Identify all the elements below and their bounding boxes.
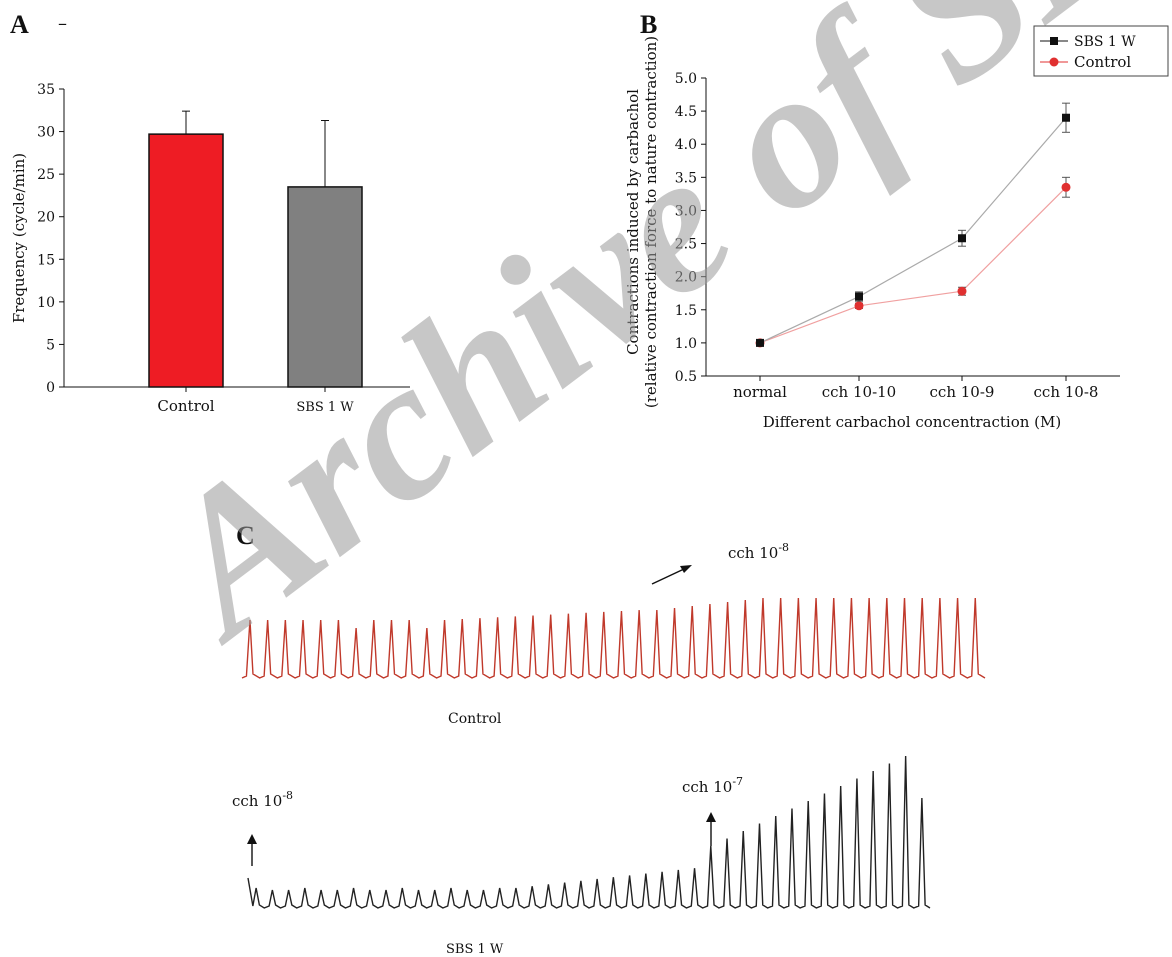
panel-a-dash: – — [58, 13, 67, 34]
data-point — [854, 301, 864, 311]
control-trace-label: Control — [448, 711, 502, 727]
series-line — [759, 117, 1067, 344]
y-tick-label: 30 — [37, 125, 55, 141]
x-tick-label: Control — [157, 397, 214, 415]
sbs-cch1-exponent: -8 — [282, 789, 293, 802]
bar — [287, 186, 363, 388]
y-tick-label: 1.5 — [675, 303, 697, 319]
panel-a-letter: A — [10, 10, 29, 39]
x-tick-label: cch 10-9 — [930, 383, 995, 401]
x-tick-label: cch 10-10 — [822, 383, 896, 401]
panel-b-x-axis-title: Different carbachol concentraction (M) — [763, 413, 1062, 431]
sbs-cch-annotation-2: cch 10-7 — [682, 775, 743, 796]
y-tick-label: 20 — [37, 210, 55, 226]
data-point — [1062, 113, 1070, 122]
control-contraction-trace — [241, 597, 986, 679]
sbs-cch-annotation-1: cch 10-8 — [232, 789, 293, 810]
panel-b-letter: B — [640, 10, 657, 39]
y-tick-label: 4.5 — [675, 104, 697, 120]
bar-chart-plot: 0 5 10 15 20 25 30 35 Control SBS 1 W — [37, 82, 410, 415]
x-tick-label: normal — [733, 383, 787, 401]
legend-label-sbs: SBS 1 W — [1074, 34, 1136, 50]
bar — [148, 133, 224, 388]
line-chart-plot: 0.5 1.0 1.5 2.0 2.5 3.0 3.5 4.0 4.5 5.0 normal cch … — [675, 71, 1120, 401]
control-cch-annotation: cch 10-8 — [728, 541, 789, 562]
sbs-cch2-exponent: -7 — [732, 775, 743, 788]
data-point — [957, 286, 967, 296]
x-tick-label: cch 10-8 — [1034, 383, 1099, 401]
y-tick-label: 5 — [46, 337, 55, 353]
control-cch-base: cch 10 — [728, 544, 778, 562]
data-point — [756, 338, 764, 347]
legend-box — [1033, 25, 1169, 77]
x-tick-label: SBS 1 W — [296, 400, 354, 415]
sbs-trace-label: SBS 1 W — [446, 942, 504, 957]
panel-c-letter: C — [236, 521, 255, 550]
y-tick-label: 3.0 — [675, 203, 697, 219]
y-tick-label: 25 — [37, 167, 55, 183]
legend: SBS 1 W Control — [1033, 25, 1169, 77]
data-point — [1061, 182, 1071, 192]
y-tick-label: 1.0 — [675, 336, 697, 352]
sbs-cch-arrow-2-head — [706, 812, 716, 822]
control-cch-exponent: -8 — [778, 541, 789, 554]
sbs-cch1-base: cch 10 — [232, 792, 282, 810]
series-line — [759, 186, 1067, 344]
sbs-contraction-trace — [247, 755, 931, 909]
y-tick-label: 5.0 — [675, 71, 697, 87]
y-tick-label: 15 — [37, 252, 55, 268]
y-tick-label: 3.5 — [675, 170, 697, 186]
control-cch-arrow-head — [680, 565, 692, 573]
y-tick-label: 4.0 — [675, 137, 697, 153]
legend-marker-control — [1049, 57, 1059, 67]
sbs-cch2-base: cch 10 — [682, 778, 732, 796]
y-tick-label: 35 — [37, 82, 55, 98]
data-point — [855, 292, 863, 301]
data-point — [958, 234, 966, 243]
panel-a-y-axis-title: Frequency (cycle/min) — [10, 153, 28, 323]
control-cch-arrow-line — [651, 568, 685, 585]
panel-a: A – 0 5 10 15 20 25 30 35 Control SBS 1 W Frequen… — [10, 10, 410, 415]
y-tick-label: 2.5 — [675, 237, 697, 253]
panel-b: B 0.5 1.0 1.5 2.0 2.5 3.0 3.5 4.0 4.5 5.0 normal cc… — [624, 10, 1169, 431]
sbs-cch-arrow-1-head — [247, 834, 257, 844]
legend-marker-sbs — [1050, 37, 1058, 45]
panel-b-y-axis-title-line1: Contractions induced by carbachol — [624, 89, 642, 355]
panel-b-y-axis-title-line2: (relative contraction force to nature co… — [642, 36, 660, 408]
y-tick-label: 10 — [37, 295, 55, 311]
y-tick-label: 0.5 — [675, 369, 697, 385]
y-tick-label: 2.0 — [675, 270, 697, 286]
panel-c: C cch 10-8 Control cch 10-8 cch 10-7 SBS… — [232, 521, 986, 957]
y-tick-label: 0 — [46, 380, 55, 396]
legend-label-control: Control — [1074, 53, 1131, 71]
